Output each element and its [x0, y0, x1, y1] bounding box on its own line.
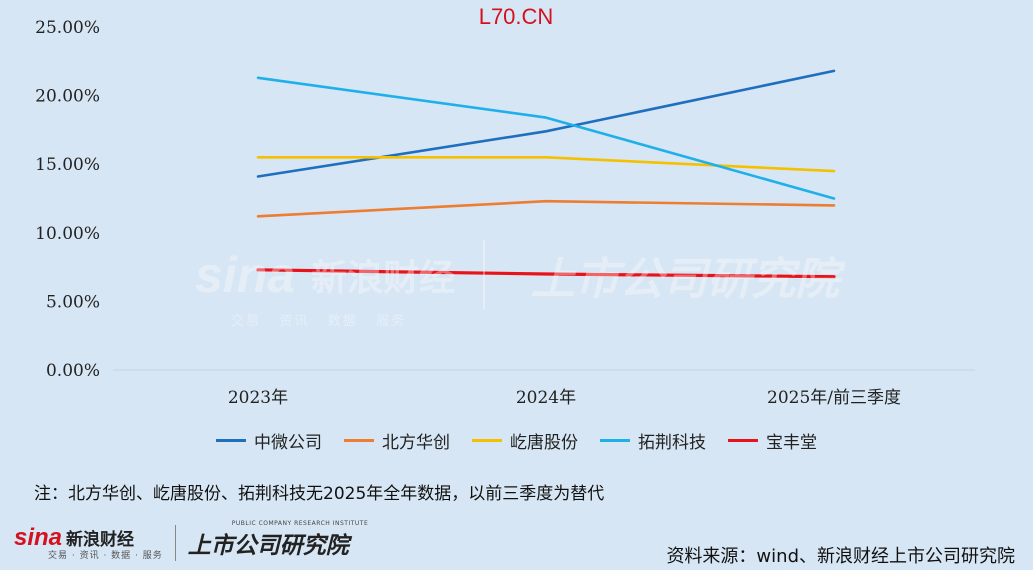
sina-cn-name: 新浪财经 — [66, 529, 135, 550]
chart-title: L70.CN — [479, 4, 554, 29]
legend-swatch — [600, 439, 630, 442]
y-tick-label: 10.00% — [35, 224, 100, 244]
legend-label: 拓荆科技 — [638, 433, 706, 453]
legend-swatch — [216, 439, 246, 442]
y-tick-label: 15.00% — [35, 155, 100, 175]
institute-logo: PUBLIC COMPANY RESEARCH INSTITUTE 上市公司研究… — [187, 520, 368, 560]
legend-label: 屹唐股份 — [510, 433, 578, 453]
x-tick-label: 2024年 — [516, 388, 576, 408]
data-source: 资料来源：wind、新浪财经上市公司研究院 — [666, 546, 1015, 567]
chart-note: 注：北方华创、屹唐股份、拓荆科技无2025年全年数据，以前三季度为替代 — [34, 484, 605, 504]
chart-legend: 中微公司 北方华创 屹唐股份 拓荆科技 宝丰堂 — [0, 428, 1033, 453]
x-tick-label: 2023年 — [228, 388, 288, 408]
brand-footer: sina 新浪财经 交易 · 资讯 · 数据 · 服务 PUBLIC COMPA… — [14, 520, 368, 566]
y-tick-label: 25.00% — [35, 18, 100, 38]
series-line — [256, 268, 836, 279]
y-tick-label: 0.00% — [46, 361, 100, 381]
sina-tagline: 交易 · 资讯 · 数据 · 服务 — [48, 550, 163, 561]
series-line — [256, 199, 836, 218]
legend-item: 北方华创 — [344, 428, 450, 453]
legend-label: 北方华创 — [382, 433, 450, 453]
legend-label: 宝丰堂 — [766, 433, 817, 453]
y-tick-label: 5.00% — [46, 292, 100, 312]
legend-item: 拓荆科技 — [600, 428, 706, 453]
institute-cn-name: 上市公司研究院 — [187, 532, 349, 559]
legend-swatch — [472, 439, 502, 442]
legend-item: 屹唐股份 — [472, 428, 578, 453]
brand-divider — [174, 525, 176, 561]
series-line — [256, 156, 836, 173]
legend-item: 宝丰堂 — [728, 428, 817, 453]
sina-wordmark: sina — [14, 523, 63, 551]
series-line — [256, 69, 836, 178]
series-lines — [256, 69, 836, 279]
legend-item: 中微公司 — [216, 428, 322, 453]
y-axis-ticks: 0.00% 5.00% 10.00% 15.00% 20.00% 25.00% — [35, 18, 100, 381]
line-chart: L70.CN 0.00% 5.00% 10.00% 15.00% 20.00% 25.00… — [35, 4, 975, 408]
institute-en-name: PUBLIC COMPANY RESEARCH INSTITUTE — [231, 520, 369, 527]
sina-logo: sina 新浪财经 交易 · 资讯 · 数据 · 服务 — [14, 523, 163, 561]
y-tick-label: 20.00% — [35, 87, 100, 107]
legend-swatch — [344, 439, 374, 442]
legend-swatch — [728, 439, 758, 442]
x-axis-ticks: 2023年 2024年 2025年/前三季度 — [228, 388, 901, 408]
series-line — [256, 76, 836, 200]
x-tick-label: 2025年/前三季度 — [767, 388, 901, 408]
legend-label: 中微公司 — [254, 433, 322, 453]
